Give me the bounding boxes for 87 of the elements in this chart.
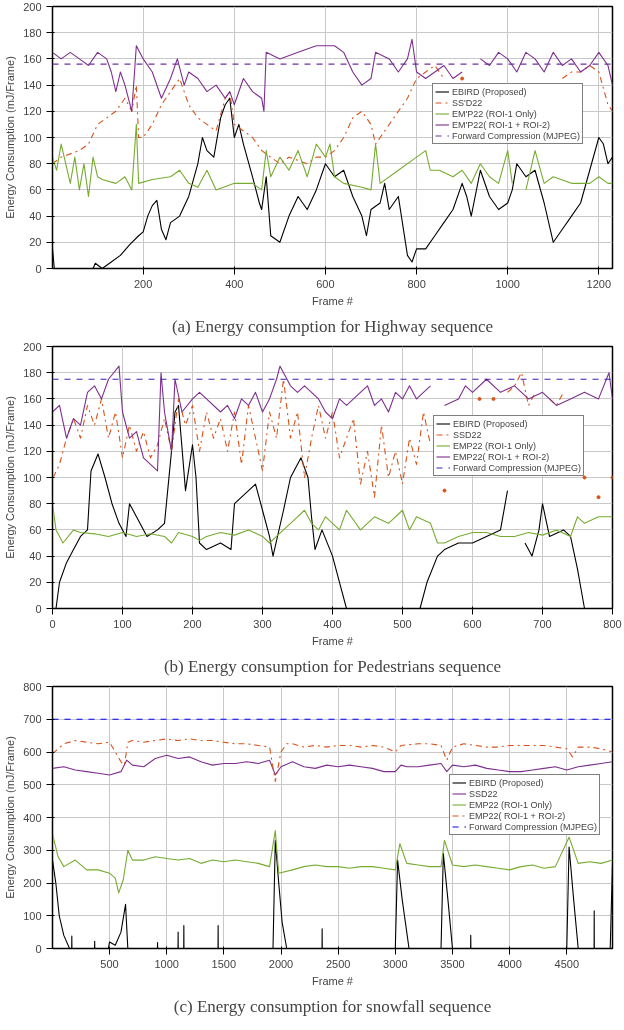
x-tick-label: 700	[533, 617, 552, 630]
y-tick-label: 60	[29, 523, 42, 536]
y-tick-label: 200	[23, 877, 42, 889]
y-tick-label: 200	[23, 340, 42, 353]
legend-label: EBIRD (Proposed)	[453, 418, 528, 429]
y-tick-label: 40	[29, 210, 42, 223]
y-tick-label: 200	[23, 0, 42, 13]
legend-label: EBIRD (Proposed)	[452, 86, 527, 97]
y-tick-label: 100	[23, 909, 42, 922]
x-tick-label: 400	[323, 617, 342, 630]
point	[491, 396, 496, 401]
point	[477, 396, 482, 401]
legend-label: EMP22 (ROI-1 Only)	[469, 799, 553, 810]
y-tick-label: 180	[23, 366, 42, 379]
point	[442, 488, 447, 493]
y-tick-label: 0	[35, 262, 42, 275]
x-tick-label: 4000	[497, 957, 522, 970]
x-tick-label: 500	[393, 617, 412, 630]
y-tick-label: 160	[23, 392, 42, 405]
x-tick-label: 800	[407, 277, 426, 290]
x-tick-label: 0	[49, 617, 56, 630]
point	[582, 475, 587, 480]
x-tick-label: 200	[134, 277, 153, 290]
y-tick-label: 60	[29, 183, 42, 196]
text: (b) Energy consumption for Pedestrians sequence	[163, 656, 502, 676]
y-tick-label: 120	[23, 105, 42, 118]
x-tick-label: 2500	[325, 957, 351, 970]
legend-label: SSD22	[469, 788, 498, 799]
x-tick-label: 1500	[211, 957, 237, 970]
x-tick-label: 4500	[554, 957, 580, 970]
text: (c) Energy consumption for snowfall sequence	[173, 996, 492, 1016]
y-tick-label: 100	[23, 471, 42, 484]
y-axis-title: Energy Consumption (mJ/Frame)	[4, 56, 17, 219]
legend-label: Forward Compression (MJPEG)	[453, 462, 582, 473]
x-tick-label: 600	[463, 617, 482, 630]
y-tick-label: 100	[23, 131, 42, 144]
legend-label: SSD22	[453, 429, 482, 440]
y-tick-label: 0	[35, 602, 42, 615]
x-tick-label: 2000	[268, 957, 294, 970]
y-tick-label: 0	[35, 942, 42, 955]
x-tick-label: 1000	[495, 277, 520, 290]
legend-label: EBIRD (Proposed)	[469, 777, 544, 788]
x-tick-label: 200	[183, 617, 202, 630]
x-tick-label: 100	[113, 617, 132, 630]
y-tick-label: 140	[23, 419, 42, 432]
y-tick-label: 160	[23, 52, 42, 65]
legend-label: EM'P22 (ROI-1 Only)	[452, 108, 537, 119]
y-tick-label: 80	[29, 497, 42, 510]
line-series	[52, 830, 613, 894]
text: (a) Energy consumption for Highway sequence	[171, 316, 494, 336]
y-tick-label: 120	[23, 445, 42, 458]
y-tick-label: 180	[23, 26, 42, 39]
line-series	[52, 503, 613, 544]
x-tick-label: 500	[100, 957, 119, 970]
y-tick-label: 140	[23, 79, 42, 92]
y-tick-label: 800	[23, 680, 42, 693]
y-tick-label: 700	[23, 713, 42, 726]
point	[596, 495, 601, 500]
y-tick-label: 80	[29, 157, 42, 170]
x-tick-label: 1000	[154, 957, 179, 970]
legend-label: Forward Compression (MJPEG)	[452, 130, 581, 141]
y-tick-label: 400	[23, 811, 42, 824]
x-tick-label: 300	[253, 617, 272, 630]
y-tick-label: 500	[23, 778, 42, 791]
legend-label: EM'P22( ROI-1 + ROI-2)	[452, 119, 550, 130]
y-tick-label: 40	[29, 550, 42, 563]
legend-label: Forward Compression (MJPEG)	[469, 821, 598, 832]
legend-label: EMP22( ROI-1 + ROI-2)	[469, 810, 566, 821]
x-tick-label: 800	[603, 617, 622, 630]
y-tick-label: 300	[23, 844, 42, 857]
x-tick-label: 400	[225, 277, 244, 290]
x-tick-label: 1200	[586, 277, 612, 290]
legend-label: SS'D22	[452, 97, 483, 108]
x-axis-title: Frame #	[312, 634, 354, 647]
legend-label: EMP22 (ROI-1 Only)	[453, 440, 537, 451]
line-series	[52, 754, 613, 776]
x-axis-title: Frame #	[312, 294, 354, 307]
y-tick-label: 20	[29, 576, 42, 589]
x-tick-label: 3000	[383, 957, 408, 970]
x-tick-label: 3500	[440, 957, 465, 970]
legend-label: EMP22( ROI-1 + ROI-2)	[453, 451, 550, 462]
x-tick-label: 600	[316, 277, 335, 290]
y-axis-title: Energy Consumption (mJ/Frame)	[4, 736, 17, 899]
y-axis-title: Energy Consumption (mJ/Frame)	[4, 396, 17, 559]
y-tick-label: 20	[29, 236, 42, 249]
y-tick-label: 600	[23, 746, 42, 758]
x-axis-title: Frame #	[312, 974, 354, 987]
